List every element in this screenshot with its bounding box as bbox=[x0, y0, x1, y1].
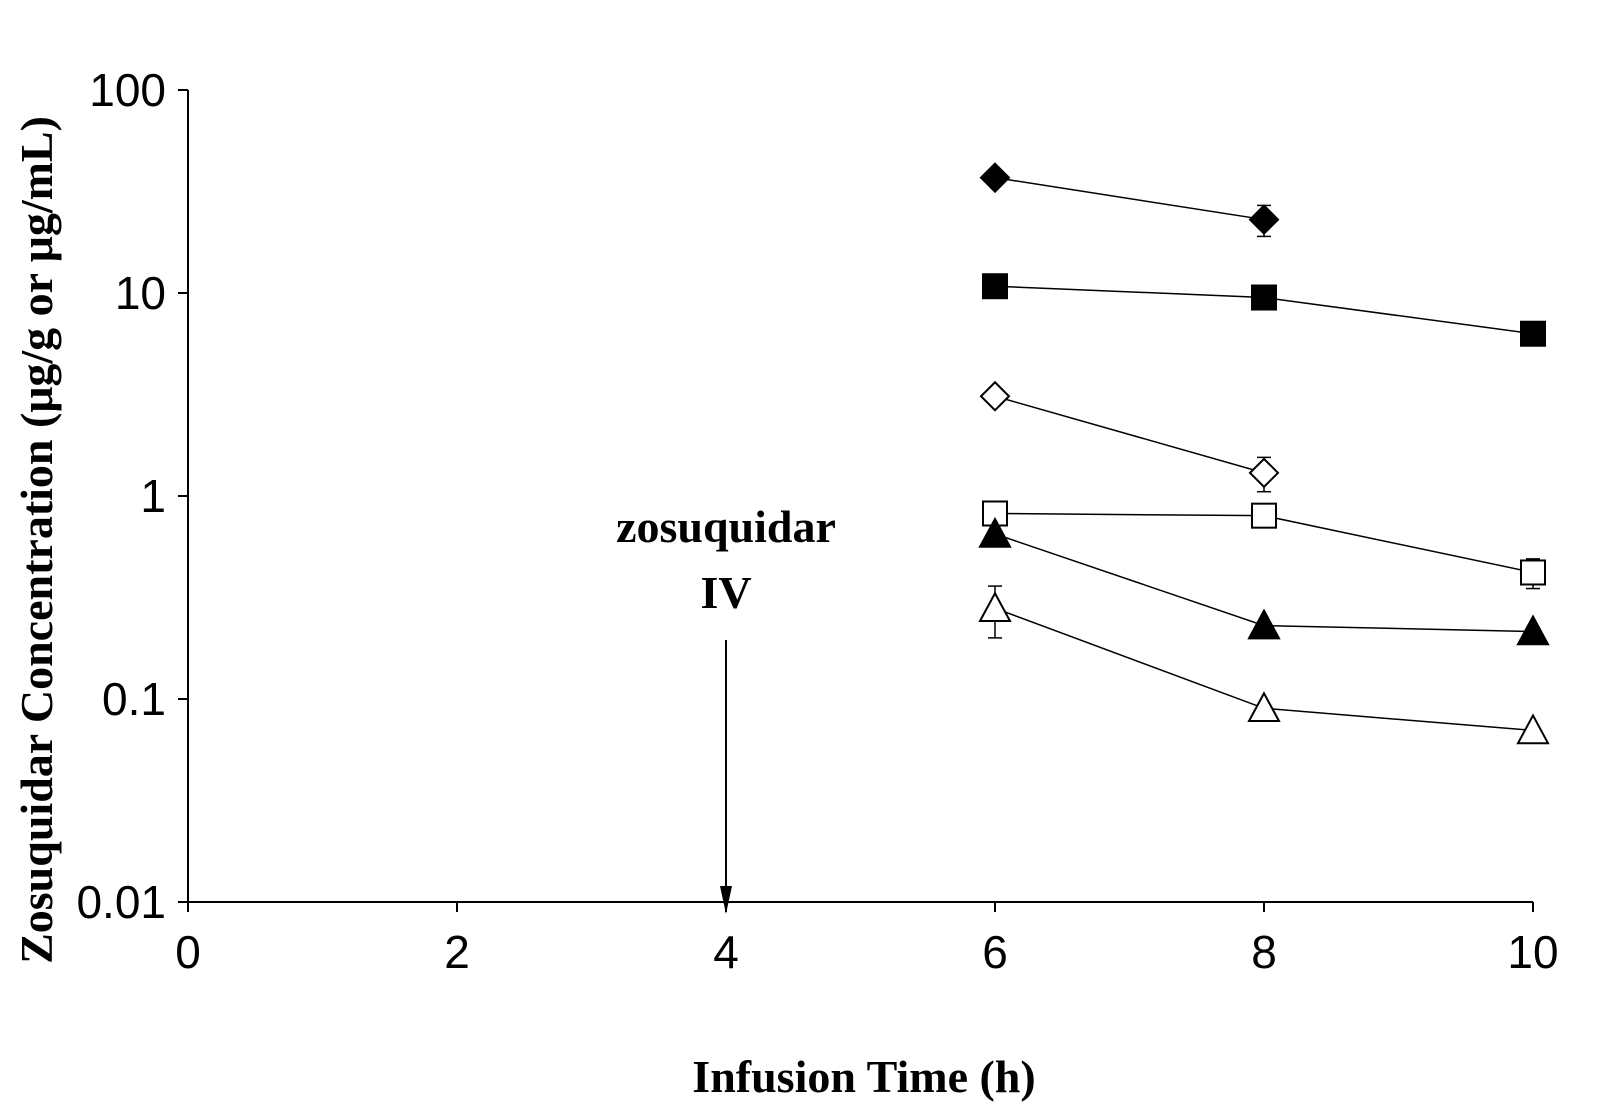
data-point bbox=[1516, 713, 1550, 745]
data-point bbox=[978, 516, 1012, 548]
data-point bbox=[1520, 320, 1546, 347]
series-layer bbox=[978, 162, 1550, 745]
data-point bbox=[1251, 284, 1277, 311]
y-axis-title: Zosuquidar Concentration (μg/g or μg/mL) bbox=[11, 116, 62, 964]
x-tick-label: 10 bbox=[1507, 926, 1558, 978]
data-point bbox=[1516, 614, 1550, 646]
data-point bbox=[979, 380, 1011, 412]
series bbox=[982, 500, 1546, 590]
data-point bbox=[982, 273, 1008, 300]
data-point bbox=[1247, 691, 1281, 723]
data-point bbox=[1248, 204, 1280, 235]
series-line bbox=[994, 176, 1265, 221]
annotation-text: IV bbox=[700, 567, 751, 618]
series bbox=[978, 516, 1550, 646]
annotation-layer: zosuquidar IV bbox=[616, 501, 836, 914]
x-tick-label: 4 bbox=[713, 926, 739, 978]
axes: 0.01 0.1 1 10 100 0 2 4 6 8 10 bbox=[76, 64, 1558, 978]
data-point bbox=[1251, 502, 1277, 529]
data-point bbox=[979, 162, 1011, 194]
data-point bbox=[1520, 559, 1546, 586]
annotation-arrow-head bbox=[720, 886, 732, 914]
data-point bbox=[978, 591, 1012, 622]
y-tick-label: 1 bbox=[140, 470, 166, 522]
series bbox=[979, 380, 1280, 493]
y-tick-label: 100 bbox=[89, 64, 166, 116]
data-point bbox=[1247, 608, 1281, 640]
series bbox=[978, 585, 1550, 745]
y-tick-label: 10 bbox=[115, 267, 166, 319]
annotation-text: zosuquidar bbox=[616, 501, 836, 552]
series-line bbox=[994, 395, 1265, 474]
x-axis-title: Infusion Time (h) bbox=[692, 1051, 1035, 1102]
series bbox=[982, 273, 1546, 347]
data-point bbox=[1248, 457, 1280, 489]
x-tick-label: 6 bbox=[982, 926, 1008, 978]
y-tick-label: 0.01 bbox=[76, 876, 166, 928]
x-tick-label: 2 bbox=[444, 926, 470, 978]
x-tick-label: 0 bbox=[175, 926, 201, 978]
y-tick-label: 0.1 bbox=[102, 673, 166, 725]
x-tick-label: 8 bbox=[1251, 926, 1277, 978]
series bbox=[979, 162, 1280, 238]
